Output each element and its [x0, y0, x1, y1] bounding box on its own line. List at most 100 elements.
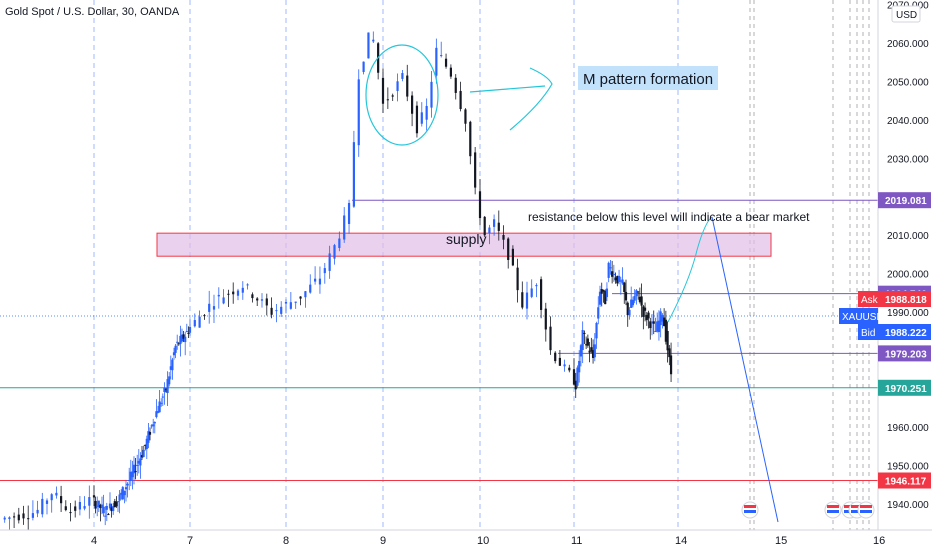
candle-body — [367, 32, 370, 59]
level-price-tag[interactable] — [878, 345, 931, 362]
candle-body — [656, 321, 659, 332]
level-price-tag[interactable] — [878, 472, 931, 489]
candle-body — [507, 238, 510, 260]
candle-body — [586, 338, 589, 346]
candle-body — [236, 290, 240, 296]
price-tick-label: 2060.000 — [887, 39, 929, 50]
time-tick-label: 11 — [571, 535, 582, 547]
symbol-tag — [839, 308, 878, 324]
candle-body — [630, 299, 633, 308]
candle-body — [638, 296, 641, 302]
candle-body — [102, 506, 105, 514]
candle-body — [83, 506, 86, 509]
candle-body — [549, 326, 552, 351]
candle-body — [251, 294, 254, 299]
candle-body — [27, 518, 30, 520]
candle-body — [469, 121, 472, 157]
candle-body — [17, 514, 20, 521]
economic-event-icon-stripe — [827, 510, 839, 513]
candle-body — [583, 332, 586, 334]
m-pattern-label-box — [578, 66, 718, 90]
candle-body — [609, 267, 612, 269]
candle-body — [203, 315, 206, 317]
candle-body — [343, 215, 346, 240]
candle-body — [152, 424, 155, 427]
time-tick-label: 4 — [91, 535, 97, 547]
candle-body — [174, 345, 177, 353]
supply-zone[interactable] — [156, 232, 772, 257]
ask-price-tag[interactable] — [878, 291, 931, 307]
candle-body — [134, 471, 137, 473]
candle-body — [69, 512, 72, 514]
candle-body — [158, 401, 161, 413]
candle-body — [647, 312, 650, 319]
candle-body — [139, 458, 142, 466]
time-tick-label: 14 — [675, 535, 687, 547]
level-price-tag[interactable] — [878, 192, 931, 209]
candle-body — [444, 58, 448, 67]
candle-body — [643, 307, 647, 311]
candle-body — [581, 330, 584, 351]
candle-body — [415, 105, 419, 134]
ask-tag-label: Ask — [861, 295, 879, 306]
candle-body — [8, 517, 11, 520]
candle-body — [391, 95, 394, 97]
candle-body — [280, 306, 283, 314]
m-pattern-circle-drawing[interactable] — [365, 44, 439, 146]
candle-body — [88, 497, 91, 506]
candle-body — [299, 296, 302, 299]
candle-body — [161, 396, 164, 398]
candle-body — [78, 502, 81, 510]
candle-body — [104, 515, 107, 517]
candle-body — [588, 350, 591, 353]
candle-body — [661, 315, 664, 322]
candle-body — [64, 506, 67, 511]
candle-body — [289, 302, 292, 309]
arrow-head-drawing[interactable] — [509, 67, 553, 131]
candle-body — [179, 335, 182, 345]
currency-box[interactable] — [891, 5, 921, 23]
projection-curve-drawing[interactable] — [667, 216, 713, 323]
arrow-shaft-drawing[interactable] — [469, 85, 546, 93]
candle-body — [123, 490, 126, 496]
candle-body — [50, 494, 53, 501]
bid-price-tag[interactable] — [878, 324, 931, 340]
candle-body — [576, 367, 579, 386]
candle-body — [474, 152, 477, 188]
candle-body — [227, 293, 230, 295]
candle-body — [440, 55, 443, 57]
candle-body — [94, 500, 97, 509]
candle-body — [212, 306, 216, 310]
candle-body — [396, 81, 399, 91]
price-tick-label: 2040.000 — [887, 116, 929, 127]
symbol-title: Gold Spot / U.S. Dollar, 30, OANDA — [5, 6, 180, 18]
candle-body — [635, 290, 638, 297]
candle-body — [176, 341, 179, 343]
candle-body — [172, 352, 176, 356]
candle-body — [185, 331, 188, 333]
candle-body — [132, 464, 136, 474]
candle-body — [136, 464, 139, 466]
candles — [3, 31, 673, 532]
economic-event-icon-stripe — [744, 505, 756, 508]
candle-body — [614, 277, 617, 281]
candle-body — [22, 513, 25, 519]
resistance-note: resistance below this level will indicat… — [528, 210, 810, 224]
level-price-label: 1979.203 — [885, 349, 927, 360]
candle-body — [664, 319, 667, 342]
candle-body — [304, 291, 307, 298]
candle-body — [621, 279, 624, 284]
candle-body — [97, 500, 100, 508]
level-price-tag[interactable] — [878, 379, 931, 396]
candle-body — [593, 344, 596, 358]
candle-body — [600, 288, 603, 294]
candle-body — [347, 203, 351, 224]
candle-body — [155, 411, 158, 418]
time-tick-label: 16 — [873, 535, 885, 547]
target-line-drawing[interactable] — [711, 216, 779, 523]
candle-body — [640, 296, 643, 306]
candle-body — [148, 432, 152, 435]
